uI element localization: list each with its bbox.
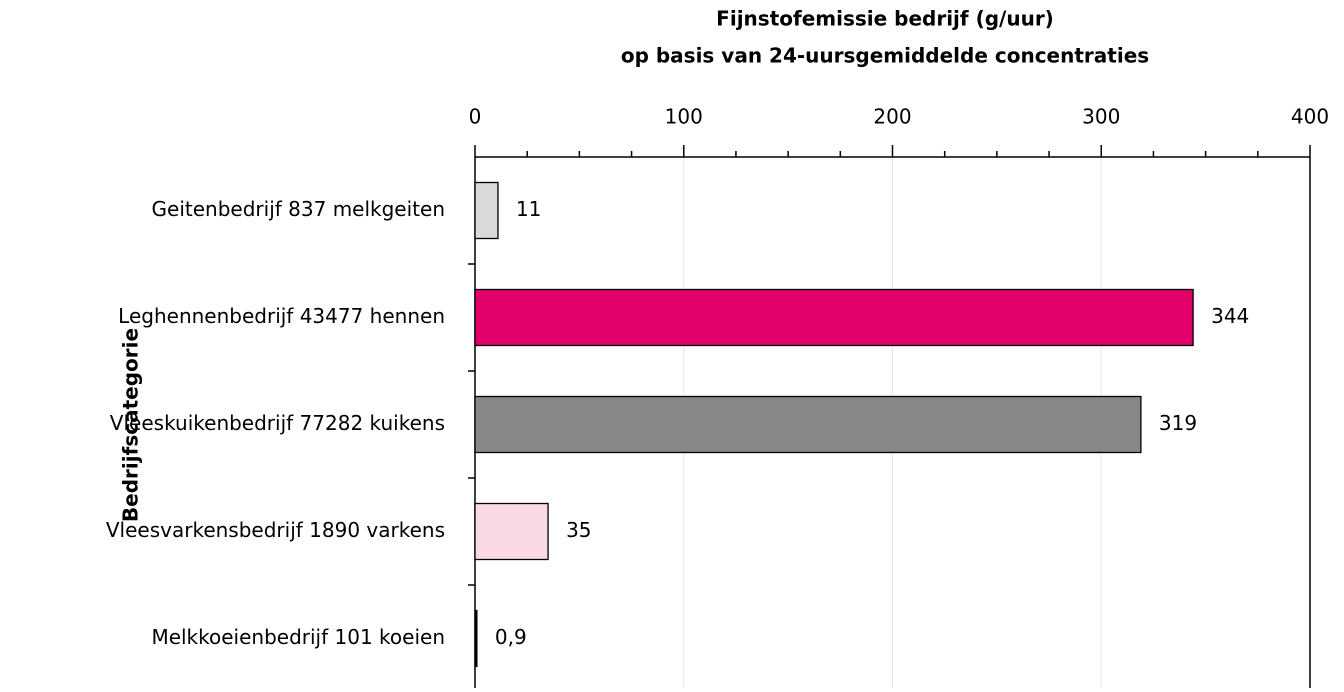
y-tick-label: Geitenbedrijf 837 melkgeiten bbox=[152, 197, 445, 221]
x-tick-label: 200 bbox=[873, 105, 911, 129]
value-label: 0,9 bbox=[495, 625, 527, 649]
x-tick-label: 0 bbox=[469, 105, 482, 129]
x-tick-label: 300 bbox=[1082, 105, 1120, 129]
y-tick-label: Vleeskuikenbedrijf 77282 kuikens bbox=[110, 411, 445, 435]
y-tick-label: Vleesvarkensbedrijf 1890 varkens bbox=[106, 518, 445, 542]
chart-title: Fijnstofemissie bedrijf (g/uur) bbox=[716, 7, 1054, 31]
value-label: 11 bbox=[516, 197, 541, 221]
y-tick-label: Melkkoeienbedrijf 101 koeien bbox=[151, 625, 445, 649]
bar bbox=[474, 181, 499, 240]
y-axis-label: Bedrijfscategorie bbox=[119, 328, 143, 522]
value-label: 319 bbox=[1159, 411, 1197, 435]
bar bbox=[474, 288, 1194, 347]
x-tick-label: 100 bbox=[665, 105, 703, 129]
bar bbox=[474, 395, 1142, 454]
chart-subtitle: op basis van 24-uursgemiddelde concentra… bbox=[621, 44, 1149, 68]
bar bbox=[474, 609, 478, 668]
value-label: 344 bbox=[1211, 304, 1249, 328]
bar bbox=[474, 502, 549, 561]
y-tick-label: Leghennenbedrijf 43477 hennen bbox=[118, 304, 445, 328]
value-label: 35 bbox=[566, 518, 591, 542]
x-tick-label: 400 bbox=[1291, 105, 1329, 129]
